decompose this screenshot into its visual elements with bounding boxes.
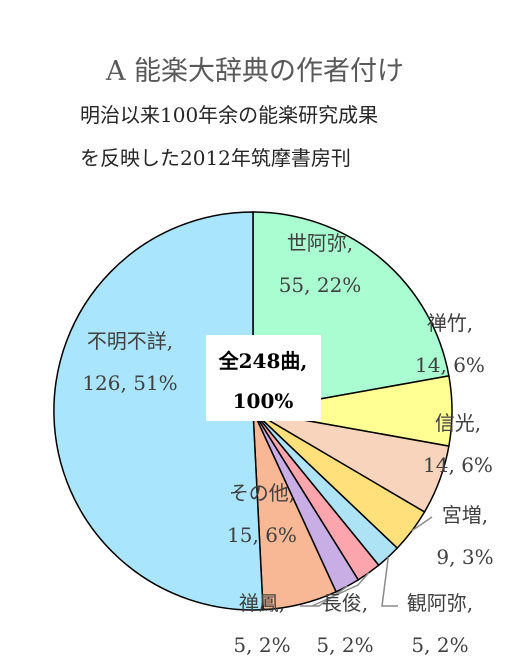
slice-label-3-line-1: 信光, — [435, 411, 481, 435]
slice-label-9-line-1: 不明不詳, — [87, 329, 173, 353]
slice-label-3-line-2: 14, 6% — [423, 453, 493, 477]
slice-label-7-line-1: 禅鳳, — [239, 591, 285, 615]
slice-label-6-line-1: 長俊, — [322, 591, 368, 615]
slice-label-5-line-2: 5, 2% — [411, 633, 468, 657]
slice-label-2-line-2: 14, 6% — [415, 353, 485, 377]
slice-label-8-line-2: 15, 6% — [227, 523, 297, 547]
slice-label-7-line-2: 5, 2% — [233, 633, 290, 657]
leader-line-4 — [411, 516, 433, 532]
pie-slices — [53, 211, 453, 611]
chart-title: A 能楽大辞典の作者付け — [105, 56, 404, 87]
slice-label-1-line-2: 55, 22% — [279, 273, 362, 297]
slice-label-1-line-1: 世阿弥, — [287, 231, 353, 255]
slice-label-8-line-1: その他, — [229, 481, 295, 505]
slice-label-9-line-2: 126, 51% — [82, 371, 177, 395]
slice-labels: 世阿弥, 55, 22% 禅竹, 14, 6% 信光, 14, 6% 宮増, 9, 3% 観阿弥… — [82, 231, 493, 657]
total-label-line-1: 全248曲, — [218, 349, 308, 373]
leader-line-7 — [300, 585, 348, 607]
slice-label-2-line-1: 禅竹, — [427, 311, 473, 335]
chart-subtitle-line-1: 明治以来100年余の能楽研究成果 — [80, 103, 378, 127]
chart-subtitle-line-2: を反映した2012年筑摩書房刊 — [80, 146, 351, 170]
slice-label-4-line-1: 宮増, — [442, 503, 488, 527]
pie-slice-9 — [53, 211, 264, 611]
total-label-box — [206, 335, 321, 421]
leader-line-6 — [311, 572, 370, 607]
slice-label-6-line-2: 5, 2% — [316, 633, 373, 657]
leader-lines — [300, 516, 433, 607]
slice-label-5-line-1: 観阿弥, — [407, 591, 473, 615]
leader-line-5 — [381, 556, 398, 607]
total-label-line-2: 100% — [233, 389, 294, 413]
slice-label-4-line-2: 9, 3% — [436, 545, 493, 569]
